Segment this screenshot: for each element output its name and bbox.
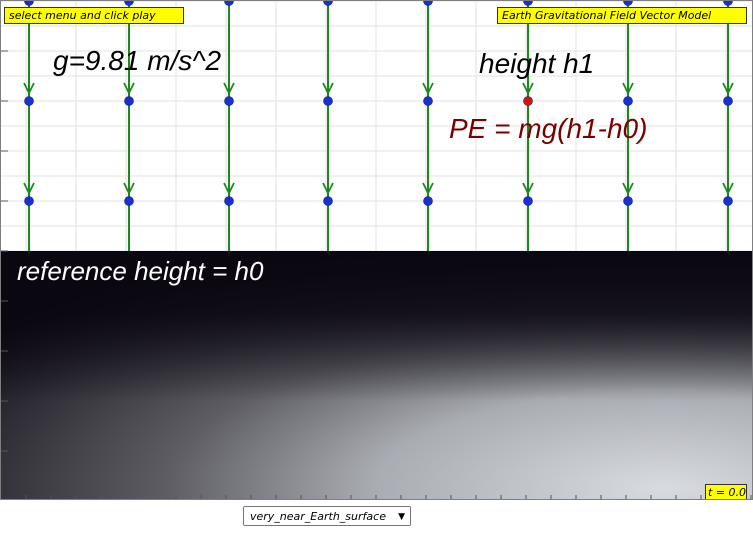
dropdown-selected-value: very_near_Earth_surface (250, 510, 386, 523)
field-point-marker (323, 1, 333, 6)
axis-ticks (1, 50, 752, 499)
model-title-tag: Earth Gravitational Field Vector Model (497, 7, 747, 24)
field-point-marker (623, 1, 633, 6)
down-arrow-icon (123, 82, 135, 96)
field-point-marker (523, 1, 533, 6)
field-point-marker (323, 196, 333, 206)
down-arrow-icon (622, 182, 634, 196)
down-arrow-icon (522, 82, 534, 96)
instruction-tag: select menu and click play (4, 7, 184, 24)
field-point-marker (124, 196, 134, 206)
field-point-marker (523, 196, 533, 206)
down-arrow-icon (722, 82, 734, 96)
reference-height-label: reference height = h0 (17, 256, 264, 286)
field-point-marker (723, 1, 733, 6)
field-point-marker (224, 196, 234, 206)
down-arrow-icon (23, 182, 35, 196)
down-arrow-icon (223, 182, 235, 196)
scenario-dropdown[interactable]: very_near_Earth_surface ▼ (243, 506, 411, 526)
field-point-marker (723, 196, 733, 206)
down-arrow-icon (223, 82, 235, 96)
down-arrow-icon (422, 182, 434, 196)
field-vectors (23, 1, 734, 251)
simulation-canvas[interactable]: select menu and click play Earth Gravita… (0, 0, 753, 500)
field-point-marker (423, 96, 433, 106)
field-point-marker (224, 96, 234, 106)
potential-energy-formula: PE = mg(h1-h0) (449, 113, 648, 144)
down-arrow-icon (622, 82, 634, 96)
selected-point-marker (523, 96, 533, 106)
field-point-marker (623, 196, 633, 206)
down-arrow-icon (23, 82, 35, 96)
down-arrow-icon (322, 82, 334, 96)
down-arrow-icon (522, 182, 534, 196)
field-point-marker (124, 1, 134, 6)
time-readout: t = 0.0 (705, 484, 747, 499)
field-point-marker (24, 196, 34, 206)
gravitational-field-plot (1, 1, 752, 499)
down-arrow-icon (123, 182, 135, 196)
field-point-marker (24, 96, 34, 106)
field-point-marker (423, 196, 433, 206)
field-point-marker (423, 1, 433, 6)
field-point-marker (124, 96, 134, 106)
field-point-marker (723, 96, 733, 106)
field-point-marker (323, 96, 333, 106)
down-arrow-icon (722, 182, 734, 196)
field-point-marker (224, 1, 234, 6)
field-point-marker (24, 1, 34, 6)
down-arrow-icon (322, 182, 334, 196)
gravity-label: g=9.81 m/s^2 (53, 45, 222, 76)
down-arrow-icon (422, 82, 434, 96)
triangle-down-icon: ▼ (398, 512, 405, 522)
field-point-marker (623, 96, 633, 106)
height-label: height h1 (479, 48, 595, 79)
